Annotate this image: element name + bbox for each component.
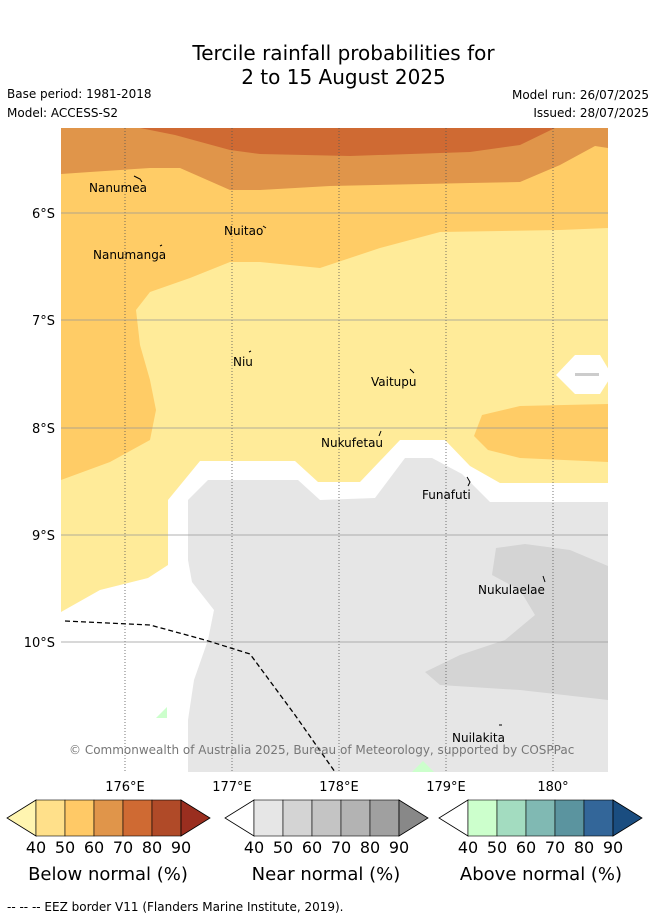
near-40-50-region	[188, 458, 608, 772]
colorbar-segment	[467, 799, 498, 837]
near-normal-sliver	[575, 373, 599, 376]
colorbar-tick-label: 90	[603, 838, 623, 857]
colorbar-segment	[583, 799, 614, 837]
near-50-60-region	[425, 544, 608, 700]
graticule	[124, 128, 554, 772]
place-nanumea: Nanumea	[89, 181, 147, 195]
lat-tick-10s: 10°S	[24, 636, 55, 651]
colorbar-segment	[311, 799, 342, 837]
colorbar-segment	[554, 799, 585, 837]
colorbar-tick-label: 40	[244, 838, 264, 857]
colorbar-over-triangle	[612, 799, 643, 837]
colorbar-over-triangle	[180, 799, 211, 837]
colorbar-under-triangle	[438, 799, 469, 837]
colorbar-tick-label: 50	[487, 838, 507, 857]
colorbar-under-triangle	[224, 799, 255, 837]
place-nukulaelae: Nukulaelae	[478, 583, 545, 597]
colorbar-segment	[122, 799, 153, 837]
colorbar-segment	[35, 799, 66, 837]
colorbar-tick-label: 70	[331, 838, 351, 857]
colorbar-tick-label: 80	[360, 838, 380, 857]
colorbar-segment	[496, 799, 527, 837]
latitude-lines	[61, 212, 608, 643]
map-title: Tercile rainfall probabilities for 2 to …	[0, 41, 655, 89]
legend-title-near: Near normal (%)	[252, 864, 401, 885]
lat-tick-9s: 9°S	[32, 529, 55, 544]
colorbar-tick-label: 70	[113, 838, 133, 857]
colorbar-segment	[369, 799, 400, 837]
colorbar-tick-label: 50	[55, 838, 75, 857]
colorbar-under-triangle	[6, 799, 37, 837]
legend-title-above: Above normal (%)	[460, 864, 622, 885]
colorbar-tick-label: 40	[458, 838, 478, 857]
colorbar-above-normal: 40 50 60 70 80 90	[438, 799, 643, 857]
colorbar-segment	[525, 799, 556, 837]
lon-tick-178e: 178°E	[319, 780, 359, 795]
colorbar-tick-label: 80	[142, 838, 162, 857]
island-shapes	[133, 175, 546, 726]
colorbar-tick-label: 80	[574, 838, 594, 857]
lat-tick-6s: 6°S	[32, 207, 55, 222]
colorbar-segment	[151, 799, 182, 837]
colorbar-segment	[93, 799, 124, 837]
above-40-50-patch-west	[156, 707, 167, 718]
place-funafuti: Funafuti	[422, 488, 471, 502]
lat-tick-8s: 8°S	[32, 422, 55, 437]
colorbar-tick-label: 90	[171, 838, 191, 857]
model-run: Model run: 26/07/2025	[511, 88, 649, 102]
place-nanumanga: Nanumanga	[93, 248, 166, 262]
lon-tick-179e: 179°E	[426, 780, 466, 795]
colorbar-below-normal: 40 50 60 70 80 90	[6, 799, 211, 857]
colorbar-tick-label: 60	[84, 838, 104, 857]
colorbar-segment	[340, 799, 371, 837]
colorbar-segment	[282, 799, 313, 837]
title-line-2: 2 to 15 August 2025	[241, 65, 446, 89]
colorbar-segment	[64, 799, 95, 837]
place-nuilakita: Nuilakita	[452, 731, 505, 745]
place-nukufetau: Nukufetau	[321, 436, 383, 450]
lon-tick-180: 180°	[537, 780, 568, 795]
lon-tick-177e: 177°E	[212, 780, 252, 795]
title-line-1: Tercile rainfall probabilities for	[192, 41, 495, 65]
legend-title-below: Below normal (%)	[28, 864, 188, 885]
lon-tick-176e: 176°E	[105, 780, 145, 795]
above-40-50-patch-south	[412, 761, 434, 772]
lat-tick-7s: 7°S	[32, 314, 55, 329]
below-50-60-east-region	[474, 404, 608, 462]
colorbar-tick-label: 60	[302, 838, 322, 857]
colorbar-tick-label: 90	[389, 838, 409, 857]
place-nuitao: Nuitao	[224, 224, 263, 238]
base-period: Base period: 1981-2018	[7, 87, 152, 101]
model-name: Model: ACCESS-S2	[7, 106, 119, 120]
colorbar-tick-label: 60	[516, 838, 536, 857]
copyright-notice: © Commonwealth of Australia 2025, Bureau…	[69, 743, 574, 757]
colorbar-tick-label: 40	[26, 838, 46, 857]
colorbar-tick-label: 70	[545, 838, 565, 857]
place-niu: Niu	[233, 355, 253, 369]
colorbar-over-triangle	[398, 799, 429, 837]
colorbar-near-normal: 40 50 60 70 80 90	[224, 799, 429, 857]
eez-footnote: -- -- -- EEZ border V11 (Flanders Marine…	[7, 900, 344, 914]
eez-border-line	[64, 620, 336, 772]
below-70-80-region	[140, 128, 555, 156]
issued-date: Issued: 28/07/2025	[533, 106, 649, 120]
place-vaitupu: Vaitupu	[371, 375, 417, 389]
colorbar-tick-label: 50	[273, 838, 293, 857]
below-50-60-region	[61, 128, 608, 480]
colorbar-segment	[253, 799, 284, 837]
